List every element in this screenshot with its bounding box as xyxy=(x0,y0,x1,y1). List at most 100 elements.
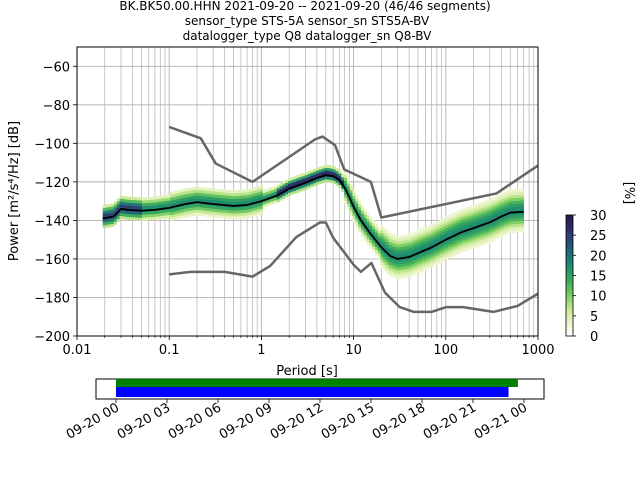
heatmap-cell xyxy=(172,217,176,221)
heatmap-cell xyxy=(391,239,395,243)
heatmap-cell xyxy=(425,234,429,238)
heatmap-cell xyxy=(405,254,409,258)
heatmap-cell xyxy=(414,259,418,264)
heatmap-cell xyxy=(470,246,474,250)
heatmap-cell xyxy=(352,201,356,205)
heatmap-cell xyxy=(422,241,426,245)
heatmap-cell xyxy=(484,203,488,207)
heatmap-cell xyxy=(268,190,272,194)
heatmap-cell xyxy=(209,199,213,203)
heatmap-cell xyxy=(214,208,219,213)
heatmap-cell xyxy=(144,214,148,218)
heatmap-cell xyxy=(394,275,398,279)
y-tick-label: −200 xyxy=(34,330,70,345)
heatmap-cell xyxy=(192,204,196,208)
heatmap-cell xyxy=(428,265,432,269)
heatmap-cell xyxy=(504,217,508,221)
heatmap-cell xyxy=(153,205,157,209)
heatmap-cell xyxy=(445,253,449,257)
heatmap-cell xyxy=(487,225,491,229)
heatmap-cell xyxy=(473,207,477,211)
heatmap-cell xyxy=(372,228,376,233)
heatmap-cell xyxy=(481,204,485,208)
heatmap-cell xyxy=(310,175,314,179)
heatmap-cell xyxy=(509,203,513,208)
heatmap-cell xyxy=(487,202,491,206)
heatmap-cell xyxy=(248,197,252,201)
heatmap-cell xyxy=(335,171,339,175)
heatmap-cell xyxy=(113,210,118,214)
heatmap-cell xyxy=(470,240,474,244)
heatmap-cell xyxy=(304,186,308,190)
heatmap-cell xyxy=(439,248,443,252)
heatmap-cell xyxy=(490,227,494,231)
heatmap-cell xyxy=(450,227,454,232)
heatmap-cell xyxy=(108,212,112,216)
heatmap-cell xyxy=(422,265,426,269)
heatmap-cell xyxy=(400,266,404,271)
heatmap-cell xyxy=(307,182,311,186)
heatmap-cell xyxy=(495,230,499,234)
heatmap-cell xyxy=(130,205,134,209)
heatmap-cell xyxy=(108,221,112,225)
heatmap-cell xyxy=(161,195,165,199)
heatmap-cell xyxy=(397,252,401,257)
timeline-tick-label: 09-20 18 xyxy=(370,400,428,442)
heatmap-cell xyxy=(186,199,191,203)
heatmap-cell xyxy=(501,204,505,208)
heatmap-cell xyxy=(383,230,387,234)
heatmap-cell xyxy=(237,215,241,220)
heatmap-cell xyxy=(209,191,213,195)
heatmap-cell xyxy=(439,227,443,231)
heatmap-cell xyxy=(481,239,485,243)
heatmap-cell xyxy=(467,244,471,248)
heatmap-cell xyxy=(447,226,452,230)
heatmap-cell xyxy=(366,227,370,231)
heatmap-cell xyxy=(403,234,407,238)
heatmap-cell xyxy=(181,189,185,193)
heatmap-cell xyxy=(478,211,482,215)
heatmap-cell xyxy=(490,230,494,234)
heatmap-cell xyxy=(122,213,126,217)
heatmap-cell xyxy=(447,235,452,239)
heatmap-cell xyxy=(195,209,199,213)
heatmap-cell xyxy=(346,189,350,193)
chart-title-line-2: sensor_type STS-5A sensor_sn STS5A-BV xyxy=(185,14,430,28)
heatmap-cell xyxy=(195,186,199,190)
heatmap-cell xyxy=(453,238,457,242)
heatmap-cell xyxy=(105,224,109,228)
heatmap-cell xyxy=(237,210,241,214)
heatmap-cell xyxy=(352,210,356,214)
heatmap-cell xyxy=(447,214,452,218)
heatmap-cell xyxy=(279,183,283,187)
heatmap-cell xyxy=(105,207,109,211)
heatmap-cell xyxy=(321,177,325,181)
heatmap-cell xyxy=(217,212,221,216)
heatmap-cell xyxy=(388,250,393,254)
heatmap-cell xyxy=(405,271,409,275)
heatmap-cell xyxy=(172,191,176,195)
heatmap-cell xyxy=(234,190,238,194)
heatmap-cell xyxy=(276,190,280,194)
heatmap-cell xyxy=(380,245,384,249)
heatmap-cell xyxy=(490,209,494,214)
heatmap-cell xyxy=(369,219,373,223)
heatmap-cell xyxy=(257,192,261,196)
heatmap-cell xyxy=(254,207,258,211)
heatmap-cell xyxy=(296,186,300,190)
heatmap-cell xyxy=(377,247,381,251)
heatmap-cell xyxy=(144,202,148,206)
heatmap-cell xyxy=(481,227,485,231)
heatmap-cell xyxy=(226,210,230,214)
heatmap-cell xyxy=(512,195,516,199)
heatmap-cell xyxy=(229,201,233,205)
heatmap-cell xyxy=(349,195,353,199)
heatmap-cell xyxy=(484,200,488,204)
heatmap-cell xyxy=(189,210,193,214)
heatmap-cell xyxy=(346,206,350,210)
heatmap-cell xyxy=(447,229,452,233)
heatmap-cell xyxy=(495,236,499,240)
heatmap-cell xyxy=(203,210,207,214)
heatmap-cell xyxy=(447,237,452,242)
heatmap-cell xyxy=(397,258,401,262)
